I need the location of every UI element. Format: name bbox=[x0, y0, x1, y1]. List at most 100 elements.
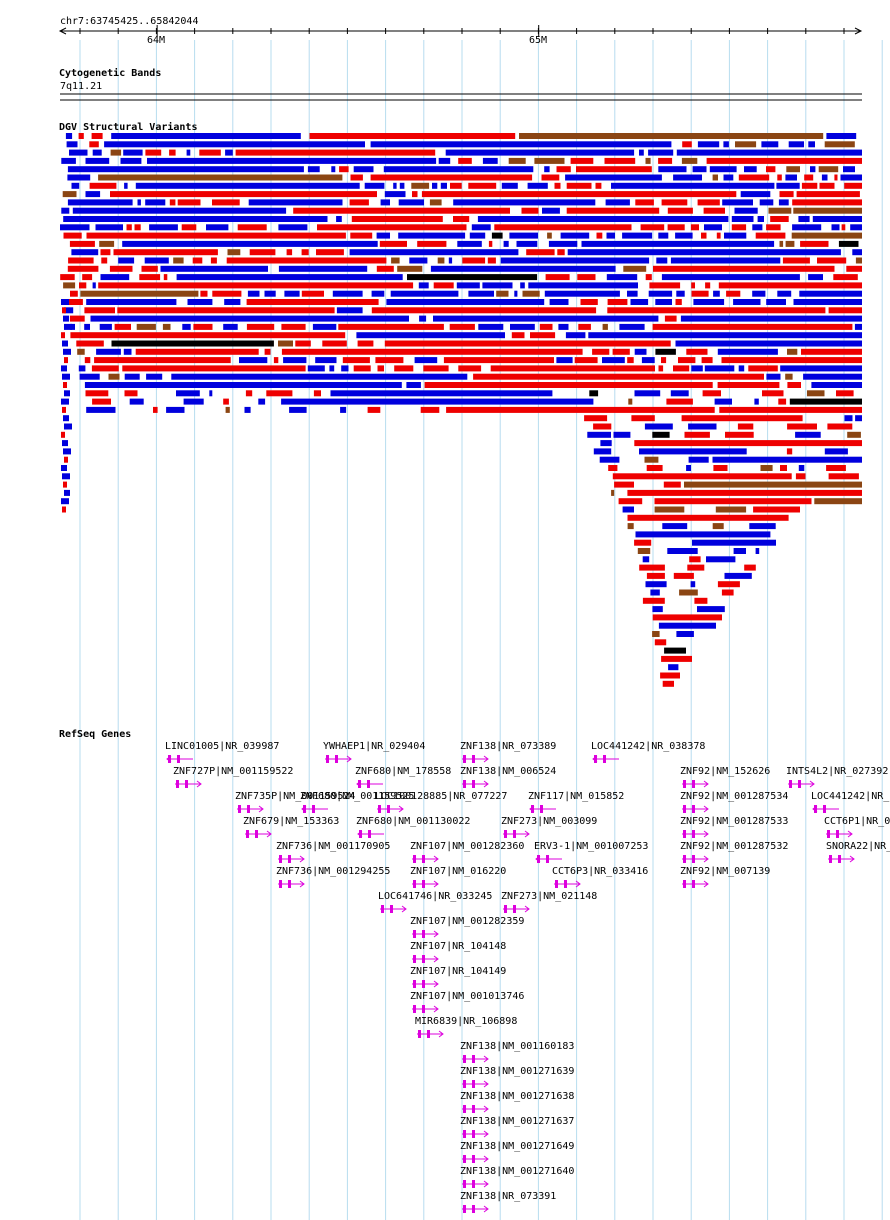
dgv-variant bbox=[111, 340, 274, 347]
dgv-variant bbox=[145, 199, 166, 206]
gene-label[interactable]: ZNF736|NM_001170905 bbox=[276, 841, 391, 852]
gene-label[interactable]: ZNF138|NM_001271640 bbox=[460, 1166, 575, 1177]
gene-label[interactable]: ZNF680|NM_001130022 bbox=[356, 816, 471, 827]
dgv-variant bbox=[545, 274, 570, 281]
dgv-variant bbox=[117, 307, 335, 314]
gene-label[interactable]: ZNF138|NM_001271637 bbox=[460, 1116, 575, 1127]
dgv-variant bbox=[792, 199, 862, 206]
gene-exon bbox=[472, 1080, 475, 1088]
gene-label[interactable]: ZNF736|NM_001294255 bbox=[276, 866, 391, 877]
gene-label[interactable]: ZNF107|NM_001282360 bbox=[410, 841, 525, 852]
dgv-variant bbox=[273, 357, 279, 364]
dgv-variant bbox=[124, 373, 140, 380]
dgv-variant bbox=[418, 282, 429, 289]
gene-exon bbox=[368, 830, 371, 838]
dgv-variant bbox=[64, 323, 72, 330]
gene-label[interactable]: ZNF138|NM_001271638 bbox=[460, 1091, 575, 1102]
dgv-variant bbox=[64, 299, 83, 305]
dgv-variant bbox=[580, 299, 598, 305]
dgv-variant bbox=[752, 224, 763, 231]
gene-label[interactable]: ZNF107|NM_001013746 bbox=[410, 991, 525, 1002]
gene-exon bbox=[472, 1155, 475, 1163]
gene-label[interactable]: SNORA22|NR_ bbox=[826, 841, 890, 852]
gene-label[interactable]: ZNF138|NM_001271639 bbox=[460, 1066, 575, 1077]
gene-label[interactable]: ZNF680|NM_178558 bbox=[355, 766, 452, 777]
gene-label[interactable]: ZNF273|NM_003099 bbox=[501, 816, 598, 827]
gene-label[interactable]: ZNF680|NM_001159525 bbox=[300, 791, 415, 802]
dgv-variant bbox=[64, 489, 70, 496]
dgv-variant bbox=[407, 274, 538, 281]
gene-label[interactable]: ZNF92|NM_007139 bbox=[680, 866, 771, 877]
dgv-variant bbox=[712, 523, 724, 530]
gene-label[interactable]: ZNF92|NM_152626 bbox=[680, 766, 771, 777]
gene-label[interactable]: MIR6839|NR_106898 bbox=[415, 1016, 518, 1027]
gene-exon bbox=[463, 780, 466, 788]
gene-exon bbox=[692, 780, 695, 788]
dgv-variant bbox=[831, 224, 840, 231]
gene-strand-arrow bbox=[592, 755, 598, 763]
gene-label[interactable]: ZNF138|NM_006524 bbox=[460, 766, 557, 777]
gene-label[interactable]: ZNF117|NM_015852 bbox=[528, 791, 625, 802]
gene-exon bbox=[390, 905, 393, 913]
gene-label[interactable]: LOC100128885|NR_077227 bbox=[375, 791, 508, 802]
gene-label[interactable]: ZNF107|NM_001282359 bbox=[410, 916, 525, 927]
gene-label[interactable]: CCT6P3|NR_033416 bbox=[552, 866, 649, 877]
cytoband-track-title[interactable]: Cytogenetic Bands bbox=[59, 68, 162, 79]
dgv-variant bbox=[658, 622, 716, 629]
dgv-variant bbox=[124, 390, 138, 397]
dgv-variant bbox=[686, 465, 691, 471]
dgv-variant bbox=[67, 166, 304, 173]
dgv-variant bbox=[293, 207, 510, 214]
refseq-track-title[interactable]: RefSeq Genes bbox=[59, 729, 132, 740]
dgv-variant bbox=[210, 257, 217, 264]
dgv-variant bbox=[453, 216, 470, 222]
gene-strand-arrow bbox=[812, 805, 818, 813]
gene-label[interactable]: LINC01005|NR_039987 bbox=[165, 741, 280, 752]
dgv-variant bbox=[639, 564, 665, 571]
dgv-variant bbox=[702, 390, 721, 397]
gene-label[interactable]: LOC441242|NR_ bbox=[811, 791, 890, 802]
gene-label[interactable]: ZNF727P|NM_001159522 bbox=[173, 766, 294, 777]
dgv-variant bbox=[704, 224, 722, 231]
gene-exon bbox=[463, 1155, 466, 1163]
gene-label[interactable]: LOC441242|NR_038378 bbox=[591, 741, 706, 752]
dgv-variant bbox=[676, 631, 694, 637]
gene-label[interactable]: ZNF138|NR_073389 bbox=[460, 741, 557, 752]
gene-label[interactable]: ERV3-1|NM_001007253 bbox=[534, 841, 649, 852]
dgv-variant bbox=[120, 157, 142, 164]
gene-label[interactable]: LOC641746|NR_033245 bbox=[378, 891, 493, 902]
gene-strand-arrow bbox=[703, 780, 709, 788]
dgv-variant bbox=[697, 199, 720, 206]
gene-label[interactable]: ZNF138|NR_073391 bbox=[460, 1191, 557, 1202]
gene-label[interactable]: YWHAEP1|NR_029404 bbox=[323, 741, 426, 752]
dgv-track-title[interactable]: DGV Structural Variants bbox=[59, 122, 198, 133]
gene-label[interactable]: ZNF107|NR_104149 bbox=[410, 966, 507, 977]
gene-label[interactable]: INTS4L2|NR_027392 bbox=[786, 766, 889, 777]
gene-label[interactable]: ZNF92|NM_001287534 bbox=[680, 791, 789, 802]
dgv-variant bbox=[63, 481, 67, 488]
gene-label[interactable]: CCT6P1|NR_0 bbox=[824, 816, 890, 827]
dgv-variant bbox=[284, 290, 300, 297]
gene-label[interactable]: ZNF273|NM_021148 bbox=[501, 891, 598, 902]
dgv-variant bbox=[841, 224, 846, 231]
gene-label[interactable]: ZNF92|NM_001287532 bbox=[680, 841, 789, 852]
gene-exon bbox=[463, 1130, 466, 1138]
gene-label[interactable]: ZNF138|NM_001160183 bbox=[460, 1041, 575, 1052]
dgv-variant bbox=[850, 224, 862, 231]
dgv-variant bbox=[329, 365, 335, 372]
gene-label[interactable]: ZNF138|NM_001271649 bbox=[460, 1141, 575, 1152]
refseq-gene-track bbox=[166, 755, 855, 1213]
gene-label[interactable]: ZNF107|NR_104148 bbox=[410, 941, 507, 952]
gene-label[interactable]: ZNF107|NM_016220 bbox=[410, 866, 507, 877]
dgv-variant bbox=[592, 348, 610, 355]
gene-label[interactable]: ZNF679|NM_153363 bbox=[243, 816, 340, 827]
dgv-variant bbox=[283, 357, 307, 364]
gene-label[interactable]: ZNF92|NM_001287533 bbox=[680, 816, 789, 827]
gene-exon bbox=[367, 780, 370, 788]
dgv-variant bbox=[301, 290, 324, 297]
dgv-variant bbox=[645, 581, 667, 588]
dgv-variant bbox=[670, 257, 781, 264]
gene-label[interactable]: ZNF735P|NM_001159524 bbox=[235, 791, 356, 802]
dgv-variant bbox=[338, 323, 444, 330]
